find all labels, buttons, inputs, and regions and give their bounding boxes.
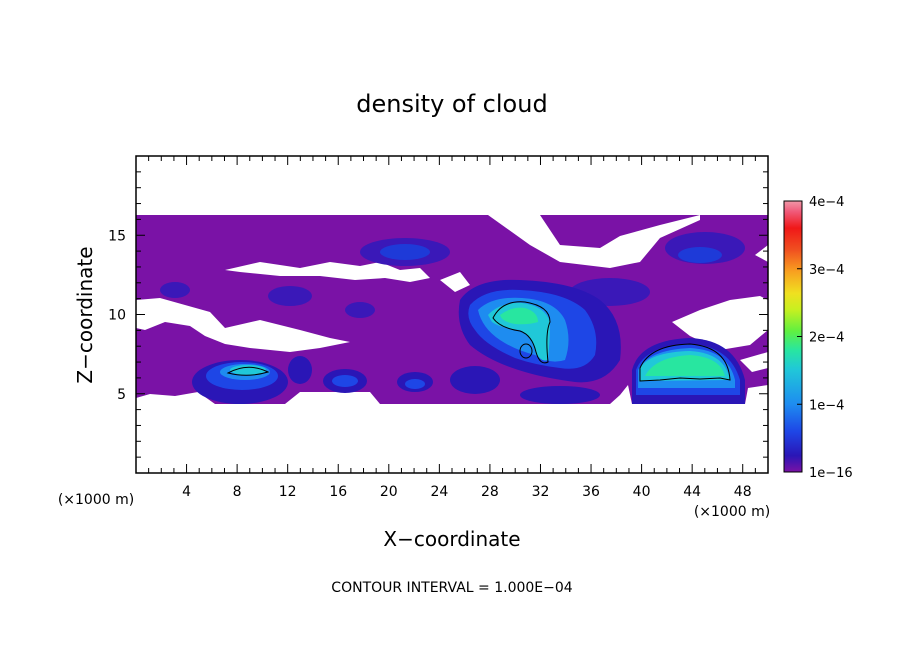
clear-gap: [488, 215, 700, 268]
y-tick-label: 10: [108, 308, 126, 324]
x-tick-label: 28: [481, 484, 499, 500]
colorbar-tick-label: 2e−4: [809, 331, 844, 346]
cloud-cell: [405, 379, 425, 389]
y-tick-label: 15: [108, 228, 126, 244]
cloud-patch: [160, 282, 190, 298]
x-tick-label: 40: [633, 484, 651, 500]
x-axis-ticks: 4 8 12 16 20 24 28 32 36 40 44 48: [148, 156, 756, 500]
clear-gap: [672, 296, 768, 350]
heatmap-field: [136, 215, 768, 404]
cloud-cell-center: [500, 307, 538, 325]
cloud-patch: [380, 244, 430, 260]
x-tick-label: 24: [430, 484, 448, 500]
cloud-patch: [268, 286, 312, 306]
contour-line: [492, 301, 551, 364]
y-axis-unit: (×1000 m): [58, 492, 134, 508]
clear-gap: [440, 272, 470, 292]
x-tick-label: 8: [233, 484, 242, 500]
contour-line: [519, 343, 533, 359]
clear-gap: [136, 298, 350, 352]
x-tick-label: 16: [329, 484, 347, 500]
cloud-cell: [332, 375, 358, 387]
contour-line: [226, 366, 270, 376]
colorbar-tick-label: 4e−4: [809, 195, 844, 210]
y-tick-label: 5: [117, 387, 126, 403]
x-tick-label: 4: [182, 484, 191, 500]
x-tick-label: 44: [683, 484, 701, 500]
cloud-cell: [520, 386, 600, 404]
x-tick-label: 32: [532, 484, 550, 500]
x-axis-unit: (×1000 m): [694, 504, 770, 520]
cloud-cell-left: [230, 365, 266, 375]
colorbar-tick-label: 1e−16: [809, 466, 853, 481]
clear-gap: [225, 262, 430, 282]
cloud-cell: [288, 356, 312, 384]
y-axis-title: Z−coordinate: [73, 246, 97, 383]
colorbar-ticks: 1e−16 1e−4 2e−4 3e−4 4e−4: [797, 195, 853, 481]
clear-gap: [740, 352, 768, 372]
x-axis-title: X−coordinate: [383, 527, 520, 551]
cloud-cell-right: [645, 355, 725, 376]
cloud-patch: [678, 247, 722, 263]
x-tick-label: 12: [279, 484, 297, 500]
cloud-cell: [450, 366, 500, 394]
contour-interval-label: CONTOUR INTERVAL = 1.000E−04: [331, 580, 572, 596]
colorbar-tick-label: 1e−4: [809, 398, 844, 413]
x-tick-label: 36: [582, 484, 600, 500]
colorbar-tick-label: 3e−4: [809, 263, 844, 278]
y-axis-ticks: 5 10 15: [108, 171, 768, 458]
cloud-patch: [345, 302, 375, 318]
contour-line: [639, 343, 731, 382]
x-tick-label: 20: [380, 484, 398, 500]
x-tick-label: 48: [734, 484, 752, 500]
chart-title: density of cloud: [356, 90, 547, 118]
